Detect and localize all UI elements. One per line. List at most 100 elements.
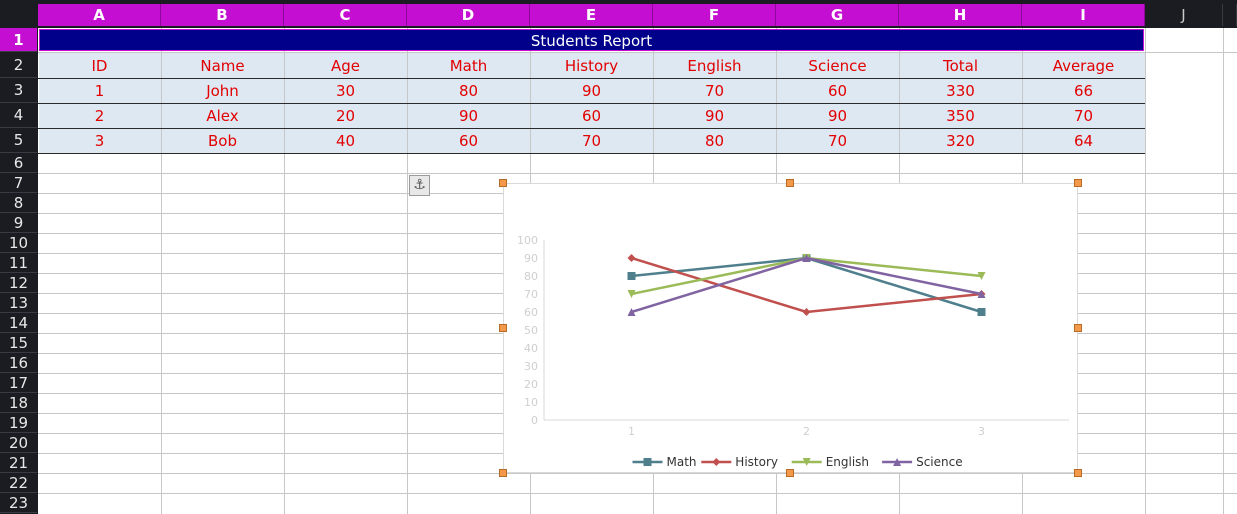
table-cell[interactable]: 90 <box>827 107 848 125</box>
grid-line <box>38 473 1237 474</box>
x-tick-label: 1 <box>628 425 635 438</box>
select-all-corner[interactable] <box>0 4 37 26</box>
resize-handle-se[interactable] <box>1074 469 1082 477</box>
table-cell[interactable]: 70 <box>704 82 725 100</box>
row-header-17[interactable]: 17 <box>0 373 37 393</box>
table-cell[interactable]: 20 <box>335 107 356 125</box>
table-cell[interactable]: 60 <box>458 132 479 150</box>
row-header-23[interactable]: 23 <box>0 493 37 513</box>
table-cell[interactable]: 30 <box>335 82 356 100</box>
column-header-f[interactable]: F <box>653 4 776 26</box>
row-header-20[interactable]: 20 <box>0 433 37 453</box>
table-cell[interactable]: 1 <box>94 82 105 100</box>
row-header-13[interactable]: 13 <box>0 293 37 313</box>
grid-line <box>161 28 162 514</box>
row-header-12[interactable]: 12 <box>0 273 37 293</box>
row-header-2[interactable]: 2 <box>0 52 37 78</box>
row-header-5[interactable]: 5 <box>0 128 37 153</box>
header-cell-name[interactable]: Name <box>200 57 245 75</box>
row-header-10[interactable]: 10 <box>0 233 37 253</box>
table-cell[interactable]: 2 <box>94 107 105 125</box>
row-header-8[interactable]: 8 <box>0 193 37 213</box>
column-header-b[interactable]: B <box>161 4 284 26</box>
anchor-icon[interactable]: ⚓ <box>409 175 430 196</box>
table-cell[interactable]: 60 <box>827 82 848 100</box>
legend-marker-english <box>802 458 811 466</box>
row-header-19[interactable]: 19 <box>0 413 37 433</box>
row-header-16[interactable]: 16 <box>0 353 37 373</box>
column-header-g[interactable]: G <box>776 4 899 26</box>
table-cell[interactable]: 90 <box>704 107 725 125</box>
header-cell-average[interactable]: Average <box>1052 57 1115 75</box>
table-cell[interactable]: John <box>206 82 239 100</box>
column-header-h[interactable]: H <box>899 4 1022 26</box>
column-header-c[interactable]: C <box>284 4 407 26</box>
x-tick-label: 3 <box>978 425 985 438</box>
table-cell[interactable]: 60 <box>581 107 602 125</box>
header-cell-id[interactable]: ID <box>91 57 108 75</box>
table-cell[interactable]: 80 <box>704 132 725 150</box>
data-point-english <box>627 290 636 298</box>
row-header-6[interactable]: 6 <box>0 153 37 173</box>
resize-handle-n[interactable] <box>786 179 794 187</box>
column-header-d[interactable]: D <box>407 4 530 26</box>
table-cell[interactable]: 90 <box>581 82 602 100</box>
table-cell[interactable]: Alex <box>206 107 239 125</box>
legend-label-english: English <box>826 455 869 469</box>
table-cell[interactable]: 80 <box>458 82 479 100</box>
header-cell-english[interactable]: English <box>687 57 742 75</box>
row-header-14[interactable]: 14 <box>0 313 37 333</box>
row-header-22[interactable]: 22 <box>0 473 37 493</box>
row-header-3[interactable]: 3 <box>0 78 37 103</box>
grid-line <box>38 103 1145 104</box>
table-cell[interactable]: 3 <box>94 132 105 150</box>
row-header-21[interactable]: 21 <box>0 453 37 473</box>
resize-handle-sw[interactable] <box>499 469 507 477</box>
legend-marker-history <box>712 458 721 466</box>
row-header-1[interactable]: 1 <box>0 28 37 52</box>
table-cell[interactable]: 70 <box>581 132 602 150</box>
resize-handle-nw[interactable] <box>499 179 507 187</box>
resize-handle-s[interactable] <box>786 469 794 477</box>
row-header-15[interactable]: 15 <box>0 333 37 353</box>
data-point-math <box>627 272 636 280</box>
grid-line <box>38 493 1237 494</box>
column-header-k[interactable] <box>1223 4 1237 26</box>
table-cell[interactable]: Bob <box>208 132 237 150</box>
y-tick-label: 60 <box>524 306 538 319</box>
resize-handle-ne[interactable] <box>1074 179 1082 187</box>
table-cell[interactable]: 40 <box>335 132 356 150</box>
row-header-11[interactable]: 11 <box>0 253 37 273</box>
resize-handle-e[interactable] <box>1074 324 1082 332</box>
table-fill <box>39 52 1145 153</box>
column-header-a[interactable]: A <box>38 4 161 26</box>
table-cell[interactable]: 90 <box>458 107 479 125</box>
legend-label-math: Math <box>667 455 697 469</box>
report-title-cell[interactable]: Students Report <box>39 29 1144 51</box>
column-header-j[interactable]: J <box>1145 4 1223 26</box>
header-cell-age[interactable]: Age <box>330 57 360 75</box>
legend-label-science: Science <box>916 455 963 469</box>
row-header-4[interactable]: 4 <box>0 103 37 128</box>
table-cell[interactable]: 70 <box>1073 107 1094 125</box>
column-header-e[interactable]: E <box>530 4 653 26</box>
data-point-english <box>977 272 986 280</box>
header-cell-total[interactable]: Total <box>942 57 979 75</box>
table-cell[interactable]: 330 <box>946 82 975 100</box>
resize-handle-w[interactable] <box>499 324 507 332</box>
table-cell[interactable]: 320 <box>946 132 975 150</box>
data-point-science <box>627 308 636 316</box>
header-cell-history[interactable]: History <box>564 57 619 75</box>
row-header-7[interactable]: 7 <box>0 173 37 193</box>
series-line-english <box>631 256 982 296</box>
table-cell[interactable]: 64 <box>1073 132 1094 150</box>
row-header-9[interactable]: 9 <box>0 213 37 233</box>
table-cell[interactable]: 66 <box>1073 82 1094 100</box>
table-cell[interactable]: 70 <box>827 132 848 150</box>
header-cell-math[interactable]: Math <box>449 57 488 75</box>
header-cell-science[interactable]: Science <box>808 57 867 75</box>
line-chart[interactable]: 0 10 20 30 40 50 60 70 80 90 100 1 2 3 Math History Engl… <box>503 183 1078 473</box>
table-cell[interactable]: 350 <box>946 107 975 125</box>
row-header-18[interactable]: 18 <box>0 393 37 413</box>
column-header-i[interactable]: I <box>1022 4 1145 26</box>
